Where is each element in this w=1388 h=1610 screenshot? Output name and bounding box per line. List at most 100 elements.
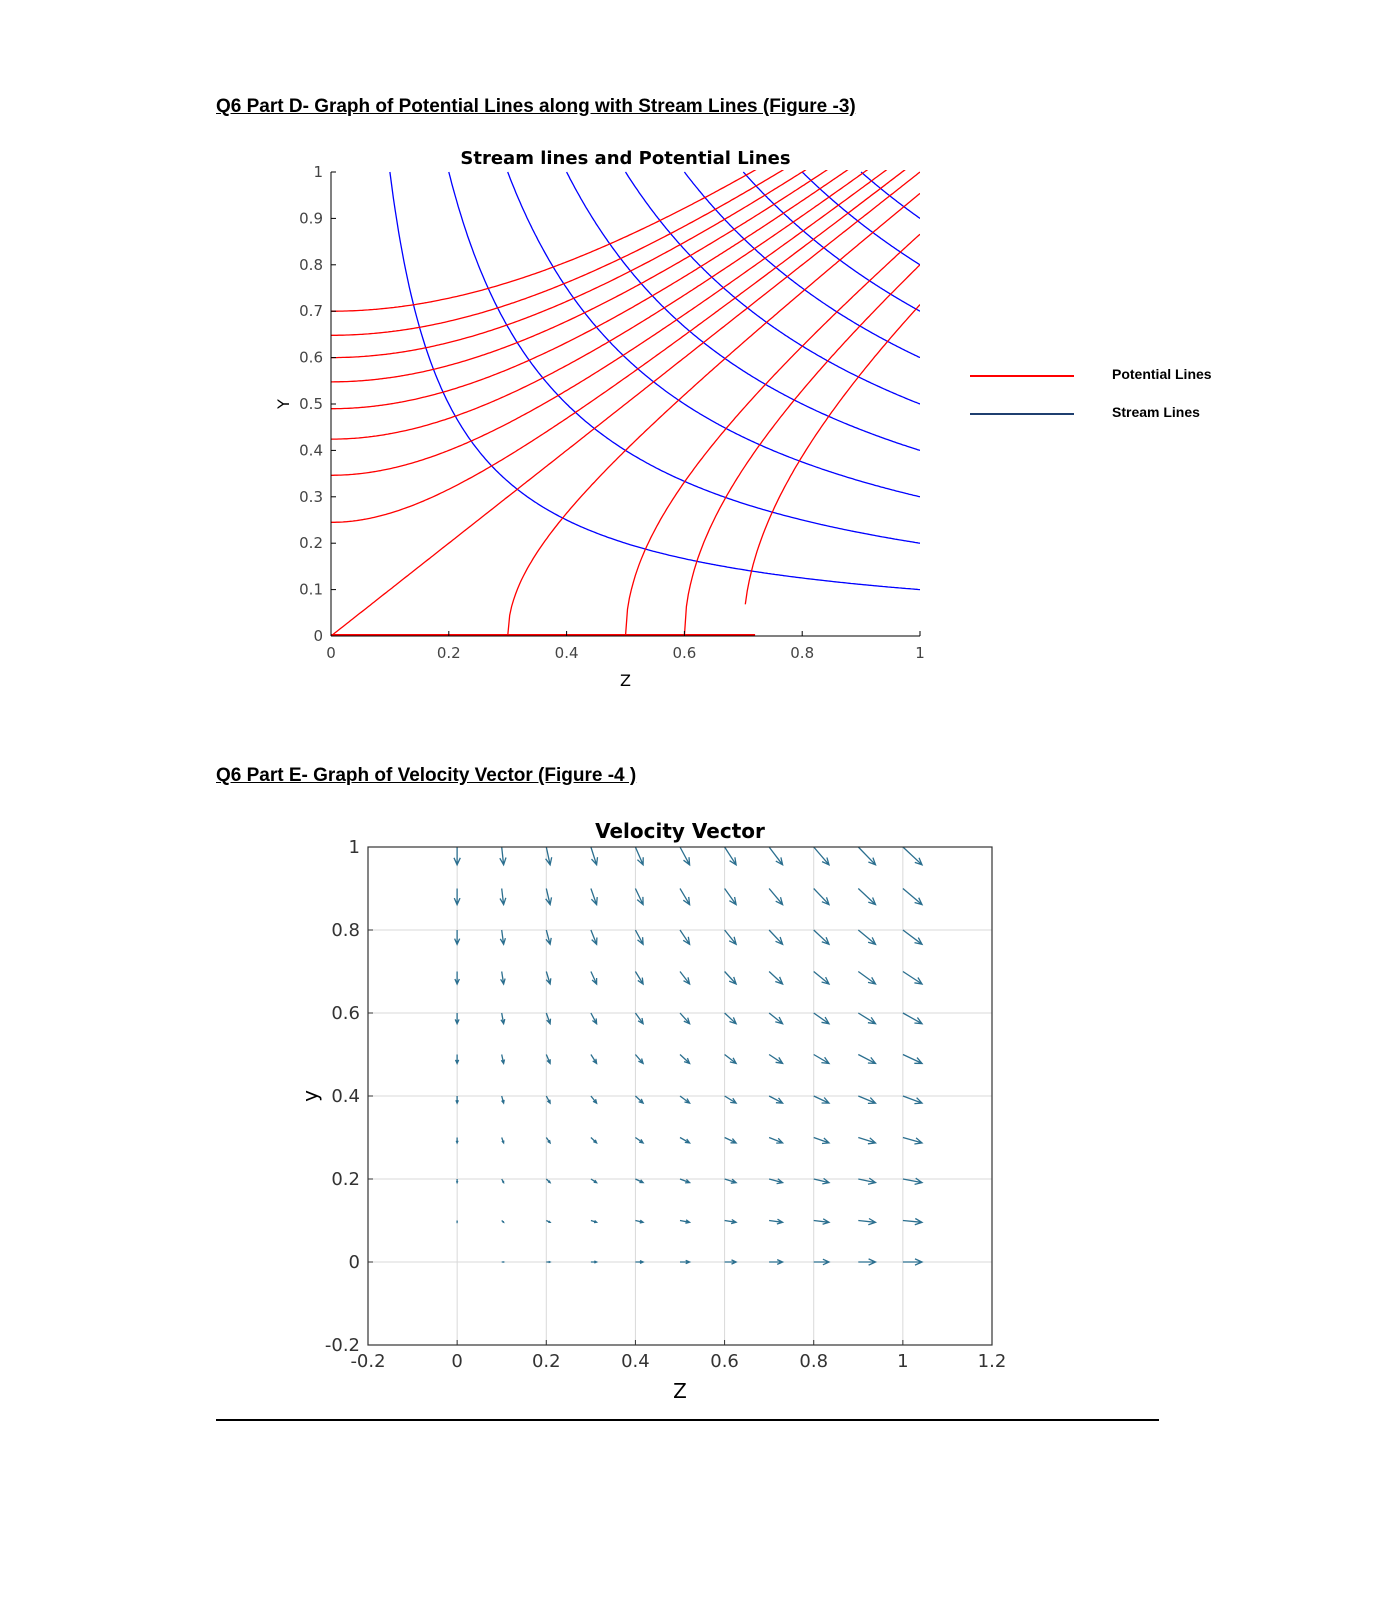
y-tick-label-5: 0.8 [331, 920, 360, 941]
vector-10-3 [902, 1136, 924, 1145]
vector-4-2 [635, 1178, 645, 1184]
vector-1-1 [501, 1220, 505, 1224]
vector-2-6 [545, 1012, 552, 1026]
y-tick-label-6: 1 [349, 837, 360, 858]
vector-2-4 [545, 1095, 551, 1105]
vector-8-8 [813, 929, 831, 946]
vector-6-2 [724, 1178, 738, 1184]
vector-5-7 [679, 971, 691, 986]
x-tick-label-5: 1 [915, 644, 925, 662]
chart-title: Stream lines and Potential Lines [460, 148, 790, 169]
vector-0-4 [455, 1096, 459, 1105]
vector-7-2 [768, 1178, 785, 1185]
vector-4-1 [635, 1219, 645, 1224]
vector-4-0 [635, 1260, 645, 1264]
vector-1-6 [500, 1012, 506, 1026]
vector-8-9 [813, 888, 831, 906]
horizontal-rule [216, 1419, 1159, 1421]
vector-4-3 [635, 1136, 645, 1144]
y-tick-label-3: 0.3 [299, 488, 323, 506]
vector-5-0 [680, 1259, 692, 1265]
vector-7-4 [768, 1095, 785, 1104]
y-tick-label-1: 0 [349, 1252, 360, 1273]
x-tick-label-2: 0.4 [555, 644, 579, 662]
y-tick-label-9: 0.9 [299, 209, 323, 227]
plot-area [331, 170, 920, 636]
vector-8-0 [813, 1258, 831, 1266]
vector-5-2 [679, 1178, 692, 1184]
vector-3-7 [590, 971, 598, 986]
vector-3-8 [590, 929, 598, 946]
legend-line-potential [970, 375, 1074, 377]
vector-10-0 [902, 1258, 924, 1266]
y-tick-label-2: 0.2 [331, 1169, 360, 1190]
x-tick-label-6: 1 [897, 1351, 908, 1372]
stream-line-0 [389, 171, 920, 591]
vector-4-6 [634, 1012, 645, 1025]
vector-9-2 [858, 1177, 878, 1185]
y-tick-label-10: 1 [313, 163, 323, 181]
vector-2-3 [545, 1137, 552, 1145]
potential-line-5 [331, 170, 869, 440]
vector-6-9 [724, 888, 738, 906]
vector-4-8 [634, 929, 644, 946]
potential-line-10 [624, 233, 920, 636]
vector-6-0 [724, 1259, 738, 1265]
vector-8-3 [813, 1136, 831, 1145]
vector-1-2 [501, 1178, 505, 1184]
vector-10-9 [902, 888, 924, 906]
vector-10-7 [902, 970, 924, 985]
potential-line-7 [331, 170, 906, 523]
x-tick-label-5: 0.8 [799, 1351, 828, 1372]
x-tick-label-1: 0 [451, 1351, 462, 1372]
vector-6-4 [724, 1095, 738, 1104]
vector-2-5 [545, 1054, 551, 1065]
vector-9-5 [858, 1053, 877, 1065]
y-tick-label-1: 0.1 [299, 581, 323, 599]
y-tick-label-0: 0 [313, 627, 323, 645]
vector-0-9 [453, 888, 461, 907]
vector-6-6 [724, 1012, 738, 1025]
vector-1-8 [499, 929, 507, 946]
vector-0-8 [454, 930, 461, 946]
vector-0-5 [454, 1054, 460, 1065]
vector-10-8 [902, 929, 924, 946]
vector-5-10 [679, 846, 691, 867]
vector-5-8 [679, 929, 691, 946]
x-tick-label-4: 0.8 [790, 644, 814, 662]
stream-line-5 [683, 171, 920, 359]
x-tick-label-7: 1.2 [978, 1351, 1007, 1372]
vector-8-10 [813, 846, 831, 866]
vector-7-9 [768, 888, 784, 906]
x-tick-label-1: 0.2 [437, 644, 461, 662]
vector-1-0 [501, 1261, 506, 1263]
vector-1-7 [500, 971, 506, 986]
y-tick-label-5: 0.5 [299, 395, 323, 413]
vector-4-4 [634, 1095, 645, 1105]
vector-8-4 [813, 1095, 831, 1104]
y-tick-label-7: 0.7 [299, 302, 323, 320]
potential-line-11 [683, 264, 920, 636]
vector-3-2 [590, 1178, 598, 1184]
x-tick-label-3: 0.4 [621, 1351, 650, 1372]
heading-part-d: Q6 Part D- Graph of Potential Lines alon… [216, 96, 856, 117]
vector-8-5 [813, 1053, 831, 1065]
y-axis-label: Y [274, 399, 293, 410]
vector-3-6 [590, 1012, 598, 1026]
vector-3-3 [590, 1137, 598, 1145]
vector-4-10 [634, 846, 644, 867]
vector-5-6 [679, 1012, 691, 1025]
y-tick-label-3: 0.4 [331, 1086, 360, 1107]
vector-7-3 [768, 1136, 785, 1144]
vector-7-5 [768, 1053, 784, 1065]
vector-5-4 [679, 1095, 691, 1105]
vector-5-1 [679, 1219, 692, 1224]
vector-10-5 [902, 1053, 924, 1065]
stream-potential-chart: Stream lines and Potential Lines 0 0.2 0.4 0… [274, 148, 925, 690]
vector-10-1 [902, 1217, 924, 1226]
vector-9-3 [858, 1136, 878, 1145]
potential-line-3 [331, 170, 828, 383]
vector-5-3 [679, 1136, 692, 1144]
vector-1-5 [500, 1054, 506, 1065]
vector-9-8 [857, 929, 877, 946]
